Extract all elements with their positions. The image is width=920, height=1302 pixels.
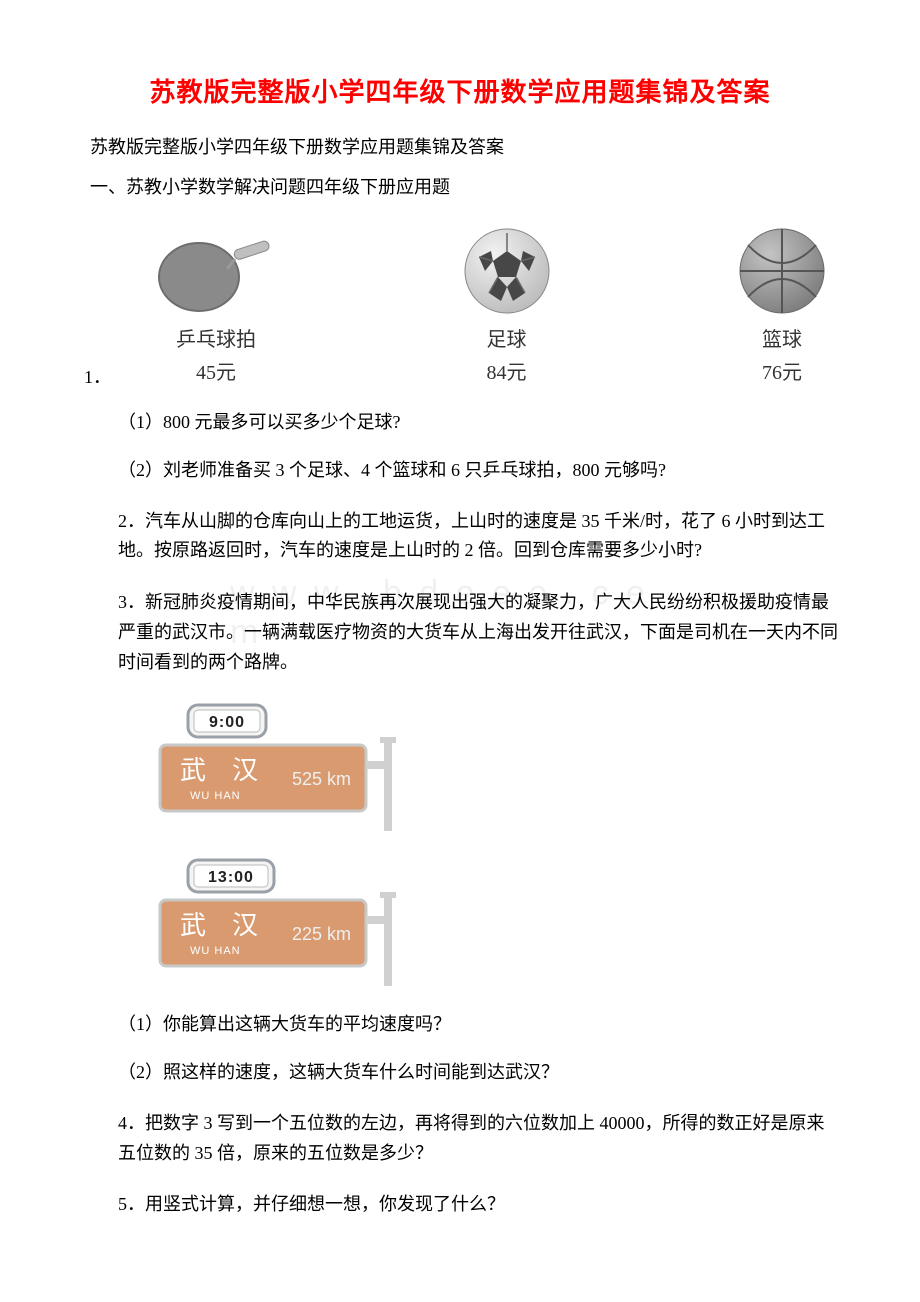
question-3-text: 3．新冠肺炎疫情期间，中华民族再次展现出强大的凝聚力，广大人民纷纷积极援助疫情最…: [118, 592, 838, 671]
paddle-image: [151, 221, 281, 317]
question-5: 5．用竖式计算，并仔细想一想，你发现了什么？: [118, 1190, 842, 1220]
product-paddle: 乒乓球拍 45元: [151, 221, 281, 385]
sign1-time-text: 9:00: [209, 714, 245, 731]
subtitle: 苏教版完整版小学四年级下册数学应用题集锦及答案: [90, 133, 842, 159]
question-4-text: 4．把数字 3 写到一个五位数的左边，再将得到的六位数加上 40000，所得的数…: [118, 1113, 825, 1163]
question-4: 4．把数字 3 写到一个五位数的左边，再将得到的六位数加上 40000，所得的数…: [118, 1109, 842, 1168]
question-3-2: （2）照这样的速度，这辆大货车什么时间能到达武汉？: [118, 1059, 842, 1087]
question-2: 2．汽车从山脚的仓库向山上的工地运货，上山时的速度是 35 千米/时，花了 6 …: [118, 507, 842, 566]
page-title: 苏教版完整版小学四年级下册数学应用题集锦及答案: [78, 72, 842, 109]
sign1-distance: 525 km: [292, 769, 351, 789]
basketball-name: 篮球: [762, 323, 802, 352]
paddle-price: 45元: [196, 356, 236, 385]
question-3: 3．新冠肺炎疫情期间，中华民族再次展现出强大的凝聚力，广大人民纷纷积极援助疫情最…: [118, 588, 842, 677]
soccer-image: [457, 221, 557, 317]
road-signs: 9:00 武 汉 WU HAN 525 km 13:00 武 汉 WU HAN …: [152, 701, 842, 991]
sign2-distance: 225 km: [292, 924, 351, 944]
basketball-image: [732, 221, 832, 317]
sign1-city-cn: 武 汉: [180, 755, 258, 785]
question-3-1: （1）你能算出这辆大货车的平均速度吗？: [118, 1011, 842, 1039]
sign-1: 9:00 武 汉 WU HAN 525 km: [152, 701, 842, 836]
sign2-city-cn: 武 汉: [180, 910, 258, 940]
product-soccer: 足球 84元: [457, 221, 557, 385]
sign-2: 13:00 武 汉 WU HAN 225 km: [152, 856, 842, 991]
paddle-name: 乒乓球拍: [176, 323, 256, 352]
section-heading: 一、苏教小学数学解决问题四年级下册应用题: [90, 173, 842, 199]
product-basketball: 篮球 76元: [732, 221, 832, 385]
question-1-2: （2）刘老师准备买 3 个足球、4 个篮球和 6 只乒乓球拍，800 元够吗?: [118, 457, 842, 485]
basketball-price: 76元: [762, 356, 802, 385]
sign2-time-text: 13:00: [208, 869, 254, 886]
question-2-text: 2．汽车从山脚的仓库向山上的工地运货，上山时的速度是 35 千米/时，花了 6 …: [118, 511, 825, 561]
question-5-text: 5．用竖式计算，并仔细想一想，你发现了什么？: [118, 1194, 505, 1214]
sign2-city-en: WU HAN: [190, 945, 241, 957]
soccer-price: 84元: [487, 356, 527, 385]
sign1-city-en: WU HAN: [190, 790, 241, 802]
question-1-1: （1）800 元最多可以买多少个足球?: [118, 409, 842, 437]
question-1-number: 1．: [84, 363, 111, 389]
soccer-name: 足球: [487, 323, 527, 352]
